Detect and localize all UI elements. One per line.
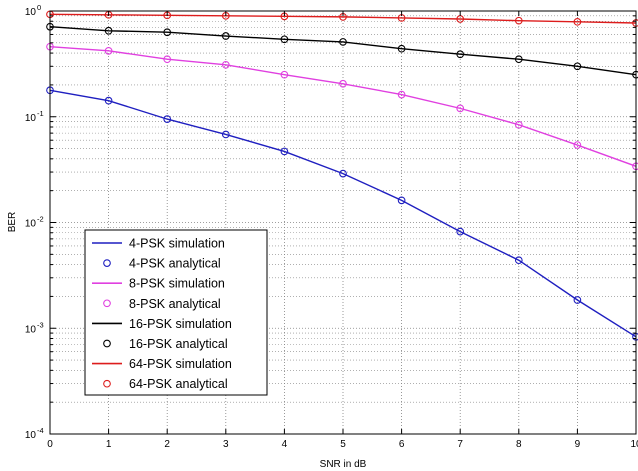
data-point-8-psk-analytical (163, 55, 172, 64)
legend-item: 4-PSK analytical (103, 257, 221, 271)
data-point-16-psk-analytical (104, 26, 113, 35)
y-tick-label: 10 -4 (25, 426, 44, 441)
x-axis-label: SNR in dB (320, 459, 367, 470)
y-tick-label-base: 10 (25, 430, 37, 441)
legend-item: 64-PSK simulation (92, 357, 232, 371)
x-tick-label: 7 (457, 439, 463, 450)
y-tick-label: 10 -3 (25, 320, 44, 335)
data-point-8-psk-analytical (221, 60, 230, 69)
data-point-64-psk-analytical (514, 16, 523, 25)
legend-box (84, 229, 268, 396)
data-point-8-psk-analytical (397, 90, 406, 99)
y-tick-label-base: 10 (25, 324, 37, 335)
series-layer (46, 10, 638, 341)
data-point-16-psk-analytical (573, 62, 582, 71)
y-tick-label: 10 0 (25, 3, 41, 18)
x-tick-label: 4 (282, 439, 288, 450)
data-point-4-psk-analytical (573, 296, 582, 304)
y-tick-label-exponent: -2 (37, 215, 44, 224)
series-line-64-psk-simulation (49, 13, 637, 24)
x-tick-label: 0 (47, 439, 53, 450)
legend-item: 64-PSK analytical (103, 377, 228, 391)
y-tick-label-exponent: -3 (37, 320, 44, 329)
x-tick-label: 10 (630, 439, 638, 450)
y-tick-label-exponent: -4 (37, 426, 44, 435)
data-point-8-psk-analytical (104, 46, 113, 55)
data-point-16-psk-analytical (163, 28, 172, 37)
data-point-8-psk-analytical (456, 104, 465, 113)
legend-label: 4-PSK simulation (129, 237, 225, 251)
data-point-8-psk-analytical (514, 120, 523, 129)
legend-label: 16-PSK simulation (129, 317, 232, 331)
legend-label: 64-PSK analytical (129, 377, 228, 391)
legend-marker-swatch (103, 299, 111, 308)
y-tick-label-base: 10 (25, 7, 37, 18)
data-point-8-psk-analytical (573, 141, 582, 149)
legend-marker-swatch (103, 339, 111, 348)
legend-label: 8-PSK analytical (129, 297, 221, 311)
y-tick-label-exponent: -1 (37, 109, 44, 118)
series-line-4-psk-simulation (49, 89, 637, 338)
x-tick-label: 2 (164, 439, 170, 450)
y-tick-label: 10 -1 (25, 109, 44, 124)
x-tick-label: 1 (106, 439, 112, 450)
x-tick-labels: 0 1 2 3 4 5 6 7 8 9 10 (47, 439, 638, 450)
x-tick-label: 5 (340, 439, 346, 450)
data-point-64-psk-analytical (573, 17, 582, 26)
data-point-16-psk-analytical (339, 38, 347, 46)
legend-item: 16-PSK simulation (92, 317, 232, 331)
data-point-4-psk-analytical (456, 227, 465, 236)
legend-item: 8-PSK analytical (103, 297, 221, 311)
legend-item: 8-PSK simulation (92, 277, 225, 291)
data-point-4-psk-analytical (104, 96, 113, 105)
legend-label: 4-PSK analytical (129, 257, 221, 271)
x-tick-label: 9 (575, 439, 581, 450)
series-line-8-psk-simulation (49, 45, 637, 167)
y-axis-label: BER (7, 212, 18, 233)
ticks (49, 10, 637, 435)
data-point-4-psk-analytical (397, 196, 406, 205)
x-tick-label: 8 (516, 439, 522, 450)
y-tick-label-base: 10 (25, 113, 37, 124)
y-tick-label-exponent: 0 (37, 3, 41, 12)
data-point-16-psk-analytical (221, 32, 230, 40)
data-point-16-psk-analytical (397, 44, 406, 53)
y-tick-label-base: 10 (25, 219, 37, 230)
y-tick-label: 10 -2 (25, 215, 44, 230)
data-point-8-psk-analytical (339, 79, 347, 88)
legend-label: 16-PSK analytical (129, 337, 228, 351)
data-point-4-psk-analytical (339, 169, 347, 178)
x-tick-label: 3 (223, 439, 229, 450)
x-tick-label: 6 (399, 439, 405, 450)
legend-label: 8-PSK simulation (129, 277, 225, 291)
data-point-4-psk-analytical (163, 115, 172, 123)
data-point-16-psk-analytical (456, 50, 465, 59)
data-point-16-psk-analytical (514, 55, 523, 64)
legend-marker-swatch (103, 259, 111, 267)
data-point-4-psk-analytical (221, 130, 230, 139)
legend-item: 4-PSK simulation (92, 237, 225, 251)
data-point-4-psk-analytical (514, 256, 523, 265)
data-point-16-psk-analytical (280, 35, 289, 44)
data-point-8-psk-analytical (280, 70, 289, 79)
data-point-4-psk-analytical (280, 147, 289, 156)
series-line-16-psk-simulation (49, 26, 637, 76)
legend-marker-swatch (103, 379, 111, 388)
legend-item: 16-PSK analytical (103, 337, 228, 351)
legend: 4-PSK simulation 4-PSK analytical 8-PSK si… (84, 229, 268, 396)
legend-label: 64-PSK simulation (129, 357, 232, 371)
